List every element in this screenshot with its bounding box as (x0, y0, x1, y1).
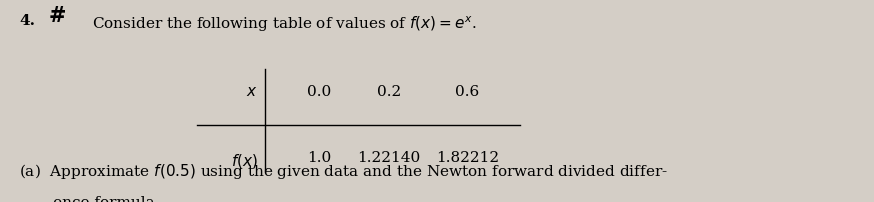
Text: 0.0: 0.0 (307, 85, 331, 99)
Text: 0.6: 0.6 (455, 85, 480, 99)
Text: 4.: 4. (19, 14, 35, 28)
Text: (a)  Approximate $f(0.5)$ using the given data and the Newton forward divided di: (a) Approximate $f(0.5)$ using the given… (19, 162, 668, 181)
Text: 1.0: 1.0 (307, 152, 331, 165)
Text: 0.2: 0.2 (377, 85, 401, 99)
Text: 1.82212: 1.82212 (436, 152, 499, 165)
Text: $\mathbf{\#}$: $\mathbf{\#}$ (48, 6, 66, 26)
Text: $f(x)$: $f(x)$ (231, 152, 258, 169)
Text: Consider the following table of values of $f(x) = e^x$.: Consider the following table of values o… (92, 14, 476, 34)
Text: ence formula.: ence formula. (19, 196, 160, 202)
Text: $x$: $x$ (246, 85, 258, 99)
Text: 1.22140: 1.22140 (357, 152, 420, 165)
